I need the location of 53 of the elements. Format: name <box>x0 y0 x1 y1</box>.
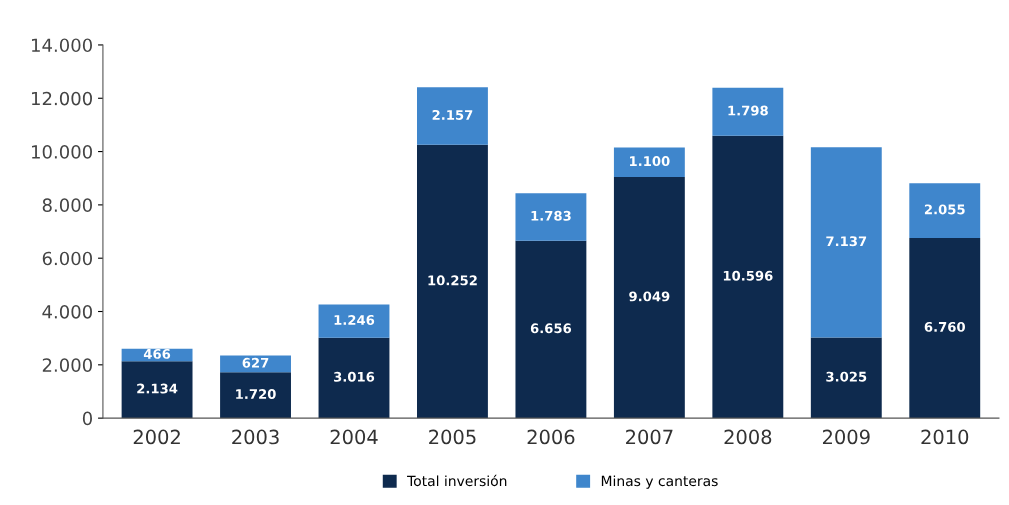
y-tick-label: 2.000 <box>42 358 92 372</box>
data-label: 3.025 <box>826 371 867 382</box>
y-tick-label: 0 <box>82 411 92 426</box>
data-label: 1.100 <box>630 156 670 167</box>
data-label: 2.134 <box>137 383 178 394</box>
y-tick-label: 14.000 <box>32 38 92 53</box>
data-label: 9.049 <box>629 291 670 302</box>
bar <box>909 183 981 238</box>
data-label: 1.720 <box>236 389 276 400</box>
x-tick-label: 2002 <box>133 429 180 445</box>
bar <box>712 87 784 136</box>
bar <box>613 147 685 177</box>
x-tick-label: 2004 <box>330 429 378 445</box>
x-tick-label: 2010 <box>921 429 969 445</box>
legend-label: Total inversión <box>407 474 507 487</box>
data-label: 1.246 <box>334 314 375 325</box>
data-label: 2.157 <box>432 109 473 120</box>
legend-label: Minas y canteras <box>601 475 718 489</box>
bar <box>318 304 390 338</box>
bar <box>417 144 488 419</box>
data-label: 1.783 <box>531 210 571 221</box>
x-tick-label: 2007 <box>626 429 673 445</box>
data-label: 6.760 <box>924 321 965 332</box>
data-label: 10.252 <box>428 275 477 286</box>
y-tick-label: 8.000 <box>42 198 92 212</box>
bar <box>810 147 882 338</box>
data-label: 2.055 <box>924 204 965 215</box>
data-label: 627 <box>242 357 269 368</box>
bar <box>515 193 587 241</box>
bar <box>121 361 193 419</box>
bar <box>810 337 882 419</box>
data-label: 10.596 <box>723 270 773 281</box>
x-tick-label: 2003 <box>232 429 279 445</box>
x-tick-label: 2008 <box>724 429 772 445</box>
bar <box>909 237 981 419</box>
bar <box>712 135 784 419</box>
x-tick-label: 2005 <box>429 429 476 445</box>
bar <box>417 87 488 145</box>
x-tick-label: 2006 <box>527 429 575 445</box>
bar <box>613 176 685 419</box>
data-label: 6.656 <box>530 323 572 334</box>
y-tick-label: 4.000 <box>42 304 92 319</box>
data-label: 7.137 <box>826 236 867 247</box>
bar <box>515 240 587 419</box>
bar <box>318 337 390 419</box>
y-tick-label: 6.000 <box>42 251 92 266</box>
data-label: 1.798 <box>728 105 768 116</box>
y-tick-label: 12.000 <box>32 91 92 106</box>
bar <box>220 372 291 419</box>
data-label: 3.016 <box>334 371 375 382</box>
x-tick-label: 2009 <box>822 429 870 445</box>
y-tick-label: 10.000 <box>32 145 92 159</box>
data-label: 466 <box>143 348 171 359</box>
